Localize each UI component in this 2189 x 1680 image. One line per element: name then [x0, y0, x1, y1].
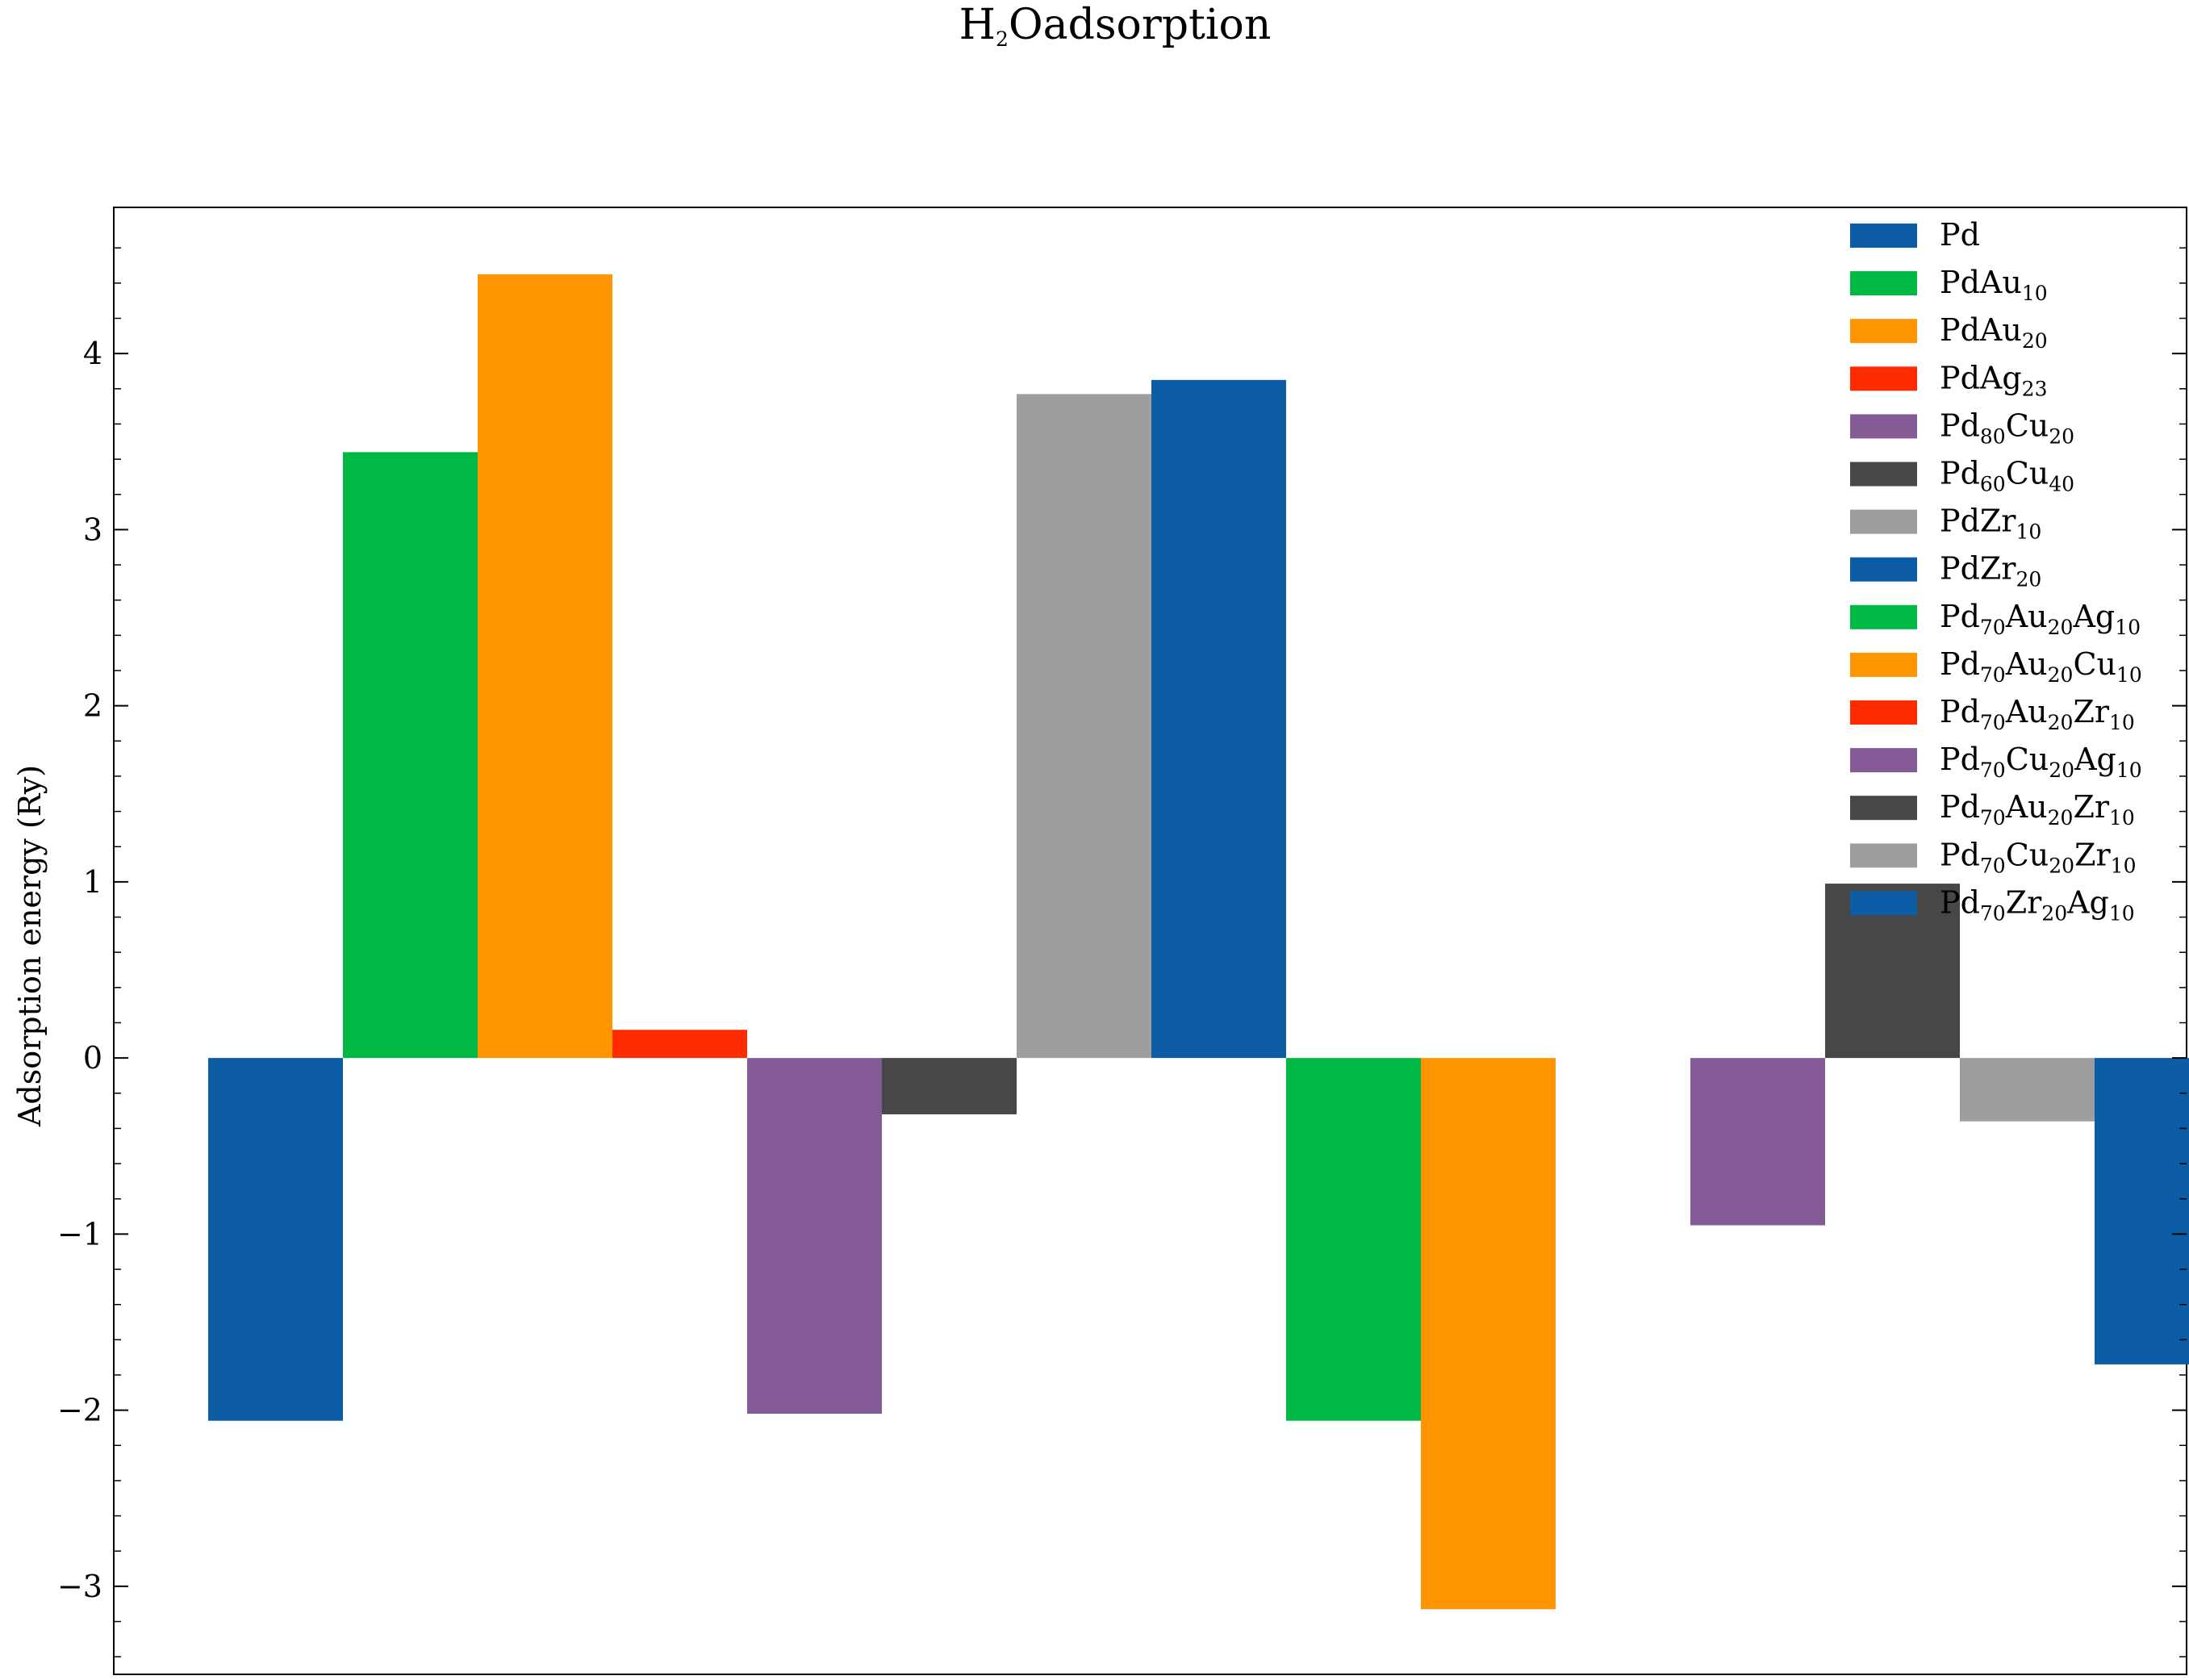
ytick-label: 4 — [83, 336, 102, 371]
bar-5 — [747, 1058, 882, 1414]
bar-6 — [882, 1058, 1017, 1114]
legend-swatch — [1850, 700, 1917, 725]
legend-swatch — [1850, 462, 1917, 487]
bar-14 — [1960, 1058, 2095, 1122]
bar-9 — [1286, 1058, 1421, 1421]
legend-label: Pd70Au20Cu10 — [1940, 646, 2142, 687]
legend-label: PdAu10 — [1940, 265, 2048, 305]
legend-swatch — [1850, 224, 1917, 248]
bar-2 — [343, 452, 478, 1059]
legend-label: Pd70Zr20Ag10 — [1940, 884, 2135, 925]
ytick-label: −1 — [57, 1216, 102, 1252]
legend-swatch — [1850, 414, 1917, 439]
bar-4 — [612, 1030, 747, 1059]
bar-15 — [2095, 1058, 2189, 1364]
bar-12 — [1690, 1058, 1825, 1226]
legend-label: Pd60Cu40 — [1940, 456, 2074, 496]
legend: Pd PdAu10 PdAu20 PdAg23 Pd80Cu20 Pd60Cu40 PdZr… — [1850, 217, 2142, 925]
ytick-label: −2 — [57, 1393, 102, 1428]
ytick-label: 2 — [83, 688, 102, 724]
chart-title: H2Oadsorption — [959, 1, 1272, 51]
legend-swatch — [1850, 843, 1917, 868]
legend-swatch — [1850, 796, 1917, 821]
bar-3 — [478, 274, 612, 1059]
y-ticks-group: −3 −2 −1 0 1 2 3 4 — [57, 247, 2187, 1657]
legend-swatch — [1850, 319, 1917, 344]
legend-swatch — [1850, 271, 1917, 296]
bars-group — [208, 274, 2189, 1610]
bar-10 — [1421, 1058, 1556, 1610]
legend-label: Pd70Cu20Zr10 — [1940, 837, 2136, 877]
legend-label: PdZr10 — [1940, 504, 2041, 544]
plot-frame — [113, 207, 2187, 1675]
y-axis-label: Adsorption energy (Ry) — [12, 765, 48, 1127]
legend-label: PdZr20 — [1940, 551, 2041, 591]
legend-swatch — [1850, 652, 1917, 677]
bar-8 — [1151, 379, 1286, 1059]
legend-swatch — [1850, 748, 1917, 773]
ytick-label: 0 — [83, 1040, 102, 1076]
legend-label: PdAg23 — [1940, 360, 2047, 400]
legend-label: Pd70Au20Zr10 — [1940, 694, 2135, 734]
ytick-label: 1 — [83, 864, 102, 900]
legend-label: Pd70Au20Ag10 — [1940, 599, 2141, 639]
legend-swatch — [1850, 366, 1917, 391]
ytick-label: 3 — [83, 512, 102, 547]
ytick-label: −3 — [57, 1569, 102, 1604]
legend-swatch — [1850, 509, 1917, 534]
legend-label: Pd70Au20Zr10 — [1940, 789, 2135, 830]
legend-label: PdAu20 — [1940, 312, 2048, 353]
legend-label: Pd — [1940, 217, 1980, 253]
legend-swatch — [1850, 557, 1917, 582]
legend-label: Pd80Cu20 — [1940, 407, 2074, 448]
bar-7 — [1017, 394, 1151, 1059]
legend-label: Pd70Cu20Ag10 — [1940, 742, 2142, 782]
bar-1 — [208, 1058, 343, 1421]
legend-swatch — [1850, 891, 1917, 916]
legend-swatch — [1850, 604, 1917, 629]
